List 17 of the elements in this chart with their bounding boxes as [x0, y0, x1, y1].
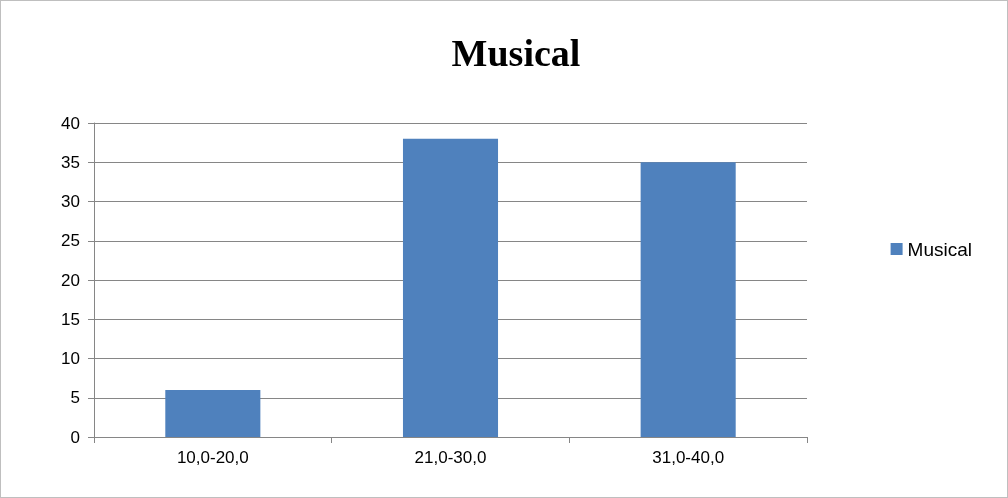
bar — [165, 389, 261, 437]
chart-title: Musical — [451, 32, 581, 74]
legend-label: Musical — [907, 238, 972, 260]
x-tick-label: 10,0-20,0 — [176, 448, 249, 467]
bar — [402, 138, 499, 437]
y-tick-label: 10 — [61, 349, 80, 368]
y-tick-label: 25 — [61, 231, 80, 251]
y-tick-label: 40 — [61, 113, 80, 133]
y-tick-label: 15 — [61, 309, 80, 329]
y-tick-label: 35 — [61, 152, 80, 172]
y-tick-label: 30 — [61, 192, 80, 211]
x-tick-label: 31,0-40,0 — [652, 448, 725, 467]
x-tick-label: 21,0-30,0 — [414, 448, 487, 467]
y-tick-label: 20 — [61, 270, 80, 290]
bar — [640, 162, 736, 437]
y-tick-label: 5 — [70, 388, 80, 408]
y-tick-label: 0 — [70, 427, 80, 447]
